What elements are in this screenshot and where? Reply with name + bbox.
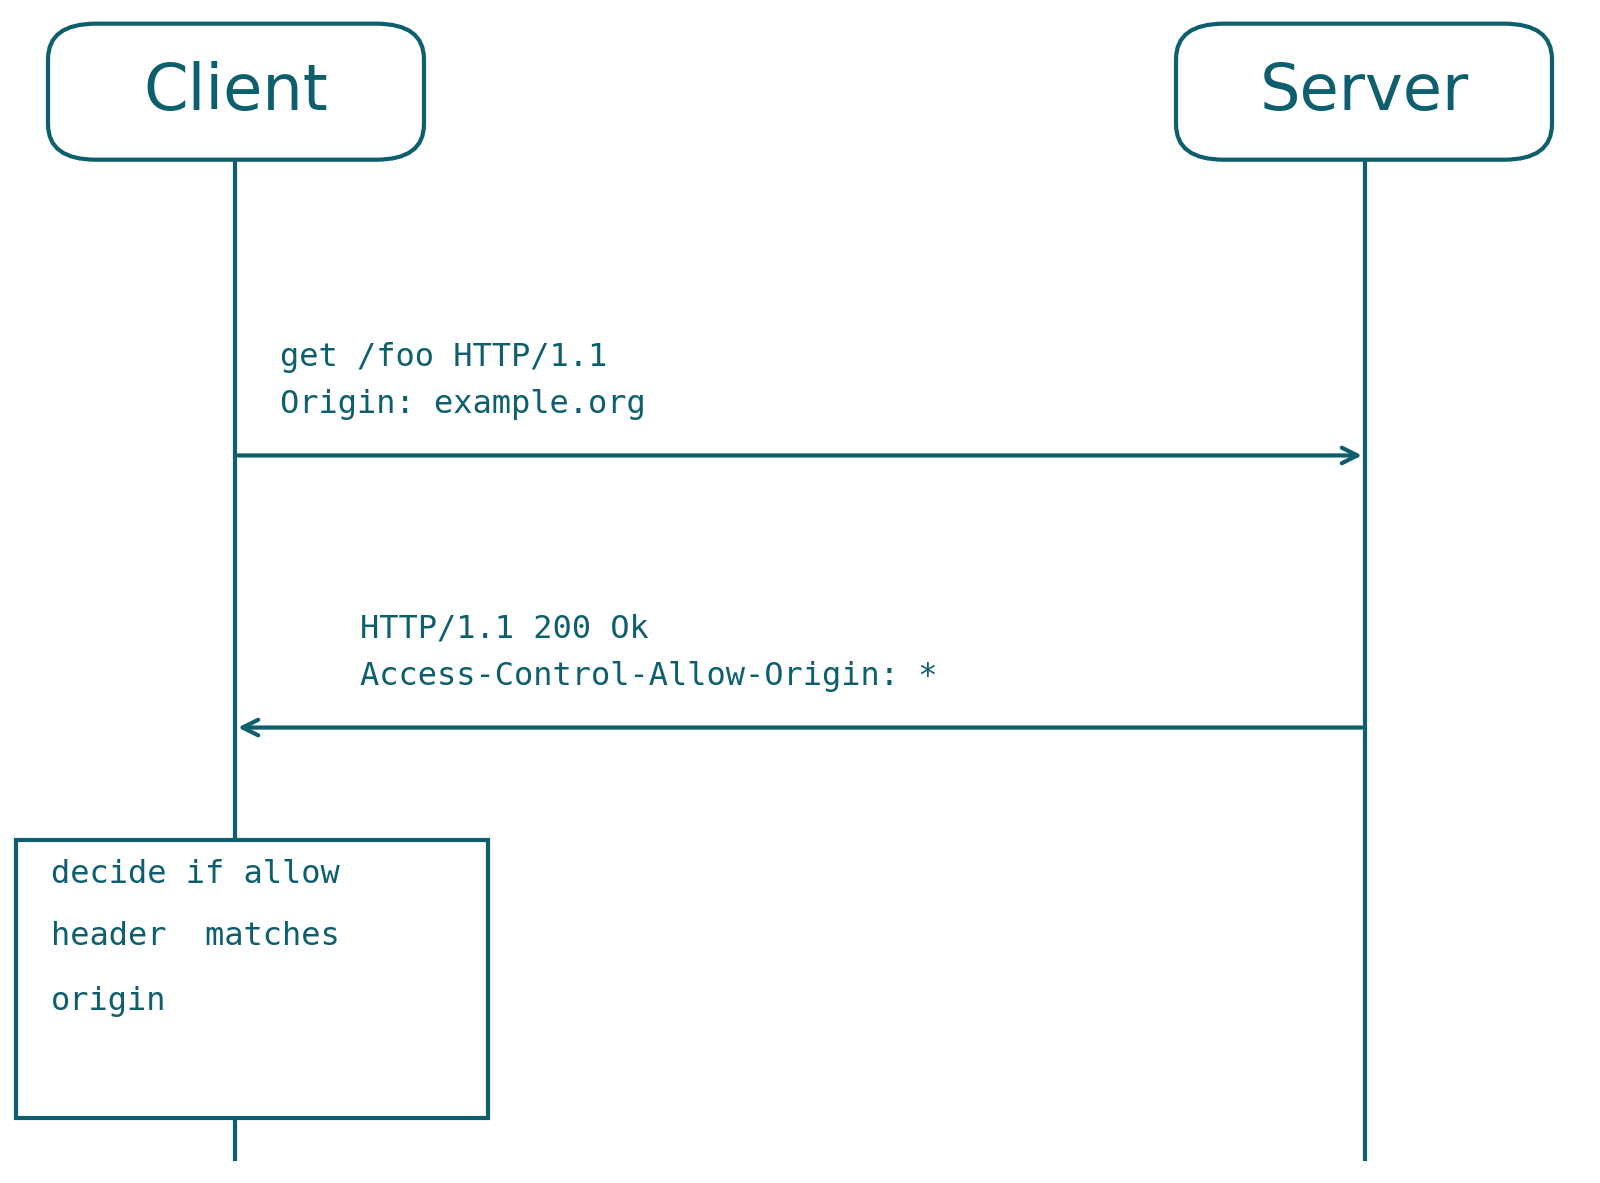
Text: Access-Control-Allow-Origin: *: Access-Control-Allow-Origin: * — [360, 661, 938, 692]
FancyBboxPatch shape — [1176, 24, 1552, 160]
Text: get /foo HTTP/1.1: get /foo HTTP/1.1 — [280, 342, 608, 373]
Text: Client: Client — [144, 60, 328, 123]
FancyBboxPatch shape — [16, 840, 488, 1118]
Text: Origin: example.org: Origin: example.org — [280, 389, 646, 420]
Text: Server: Server — [1259, 60, 1469, 123]
Text: HTTP/1.1 200 Ok: HTTP/1.1 200 Ok — [360, 614, 648, 645]
Text: decide if allow: decide if allow — [51, 859, 339, 890]
Text: origin: origin — [51, 987, 166, 1017]
FancyBboxPatch shape — [48, 24, 424, 160]
Text: header  matches: header matches — [51, 922, 339, 952]
